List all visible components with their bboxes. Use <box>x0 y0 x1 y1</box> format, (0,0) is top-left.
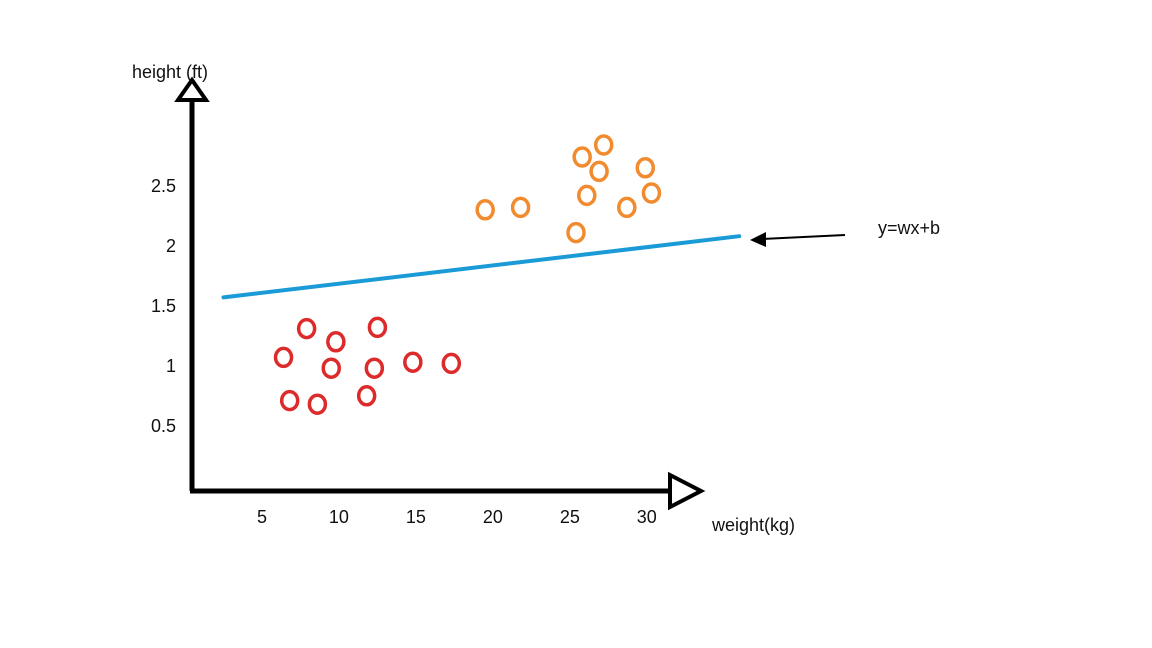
x-tick-label: 10 <box>329 507 349 527</box>
point <box>326 331 346 353</box>
point <box>641 182 662 204</box>
annotation: y=wx+b <box>878 218 940 238</box>
y-tick-label: 2.5 <box>151 176 176 196</box>
x-tick-label: 15 <box>406 507 426 527</box>
point <box>475 199 495 221</box>
y-tick-label: 0.5 <box>151 416 176 436</box>
x-tick-label: 25 <box>560 507 580 527</box>
x-tick-label: 5 <box>257 507 267 527</box>
y-tick-label: 2 <box>166 236 176 256</box>
point <box>510 196 531 219</box>
point <box>321 357 341 379</box>
point <box>367 316 388 339</box>
x-tick-label: 30 <box>637 507 657 527</box>
point <box>403 351 423 373</box>
x-axis-arrow <box>668 471 706 511</box>
point <box>307 393 328 415</box>
point <box>273 346 294 369</box>
point <box>279 389 300 412</box>
y-axis-arrow <box>174 76 210 102</box>
annotation-arrow <box>761 234 846 240</box>
point <box>593 134 614 156</box>
point <box>577 184 597 207</box>
annotation-arrowhead <box>750 232 766 247</box>
y-tick-label: 1 <box>166 356 176 376</box>
point <box>566 221 586 244</box>
point <box>617 196 637 219</box>
point <box>589 160 609 183</box>
point <box>296 317 317 340</box>
y-tick-label: 1.5 <box>151 296 176 316</box>
point <box>356 385 377 407</box>
point <box>572 146 592 168</box>
fit-line <box>221 234 742 300</box>
x-axis-label: weight(kg) <box>711 515 795 535</box>
point <box>364 357 385 379</box>
point <box>441 352 462 375</box>
x-tick-label: 20 <box>483 507 503 527</box>
y-axis-label: height (ft) <box>132 62 208 82</box>
point <box>635 157 656 179</box>
